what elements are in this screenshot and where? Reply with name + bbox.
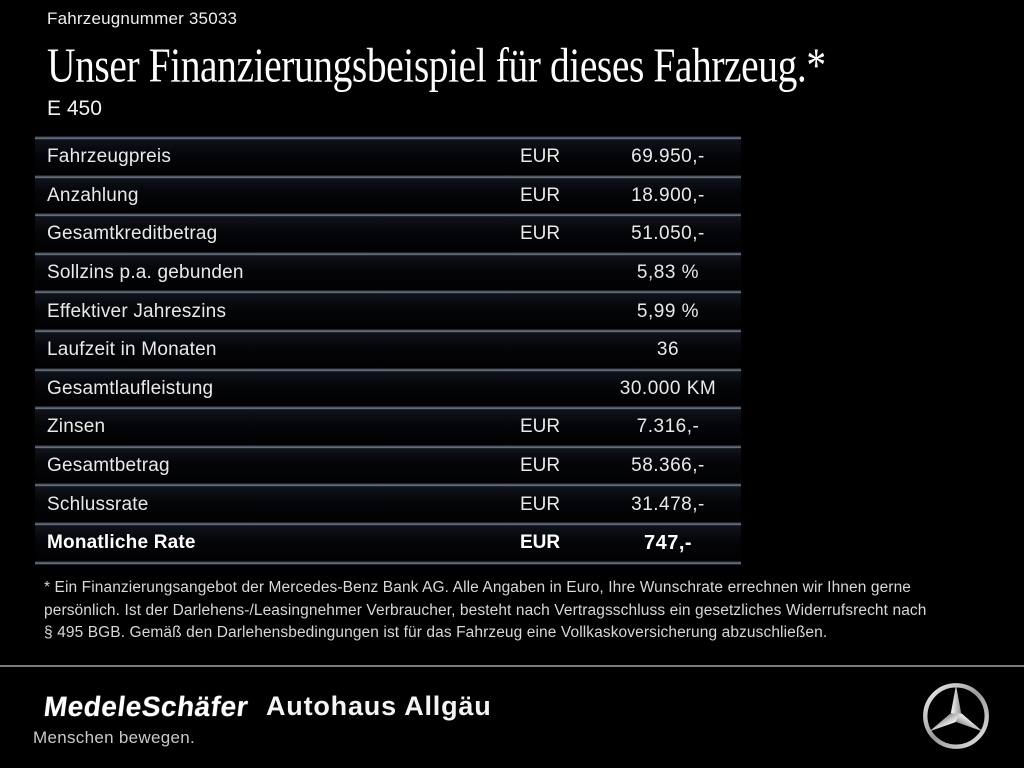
row-separator-line	[35, 444, 741, 449]
row-separator-line	[35, 328, 741, 333]
table-row: Zinsen EUR 7.316,-	[35, 410, 741, 445]
row-separator-line	[35, 251, 741, 256]
row-label: Sollzins p.a. gebunden	[47, 262, 244, 284]
vehicle-number: Fahrzeugnummer 35033	[47, 9, 238, 28]
row-currency: EUR	[520, 184, 561, 206]
row-separator-line	[35, 290, 741, 295]
row-value: 18.900,-	[631, 184, 705, 206]
table-row: Gesamtbetrag EUR 58.366,-	[35, 448, 741, 484]
row-label: Laufzeit in Monaten	[47, 339, 217, 361]
row-value: 51.050,-	[631, 223, 705, 245]
row-label: Schlussrate	[47, 493, 149, 515]
disclaimer-line: persönlich. Ist der Darlehens-/Leasingne…	[44, 601, 927, 619]
row-separator-line	[35, 367, 741, 372]
dealer-logo-medele-schaefer: MedeleSchäfer	[42, 691, 251, 722]
page-title: Unser Finanzierungsbeispiel für dieses F…	[47, 39, 826, 94]
row-value: 69.950,-	[631, 146, 705, 168]
dealer-tagline: Menschen bewegen.	[33, 728, 195, 747]
row-value: 36	[656, 339, 680, 361]
table-row: Gesamtkreditbetrag EUR 51.050,-	[35, 217, 741, 252]
row-value: 7.316,-	[636, 416, 700, 438]
row-label: Fahrzeugpreis	[47, 146, 172, 168]
table-row: Sollzins p.a. gebunden 5,83 %	[35, 255, 741, 291]
row-separator-line	[35, 483, 741, 488]
disclaimer-line: § 495 BGB. Gemäß den Darlehensbedingunge…	[44, 624, 828, 641]
model-name: E 450	[47, 97, 102, 120]
row-value: 58.366,-	[631, 455, 705, 477]
row-separator-line	[35, 174, 741, 179]
row-currency: EUR	[520, 455, 561, 477]
row-separator-line	[35, 136, 741, 140]
row-currency: EUR	[520, 532, 561, 554]
table-row: Gesamtlaufleistung 30.000 KM	[35, 371, 741, 407]
row-value: 747,-	[643, 531, 693, 554]
table-row: Laufzeit in Monaten 36	[35, 332, 741, 368]
row-value: 5,83 %	[636, 262, 700, 284]
mercedes-star-icon	[917, 677, 995, 760]
disclaimer-line: * Ein Finanzierungsangebot der Mercedes-…	[44, 579, 912, 596]
footer-divider	[0, 665, 1024, 667]
table-row: Monatliche Rate EUR 747,-	[35, 525, 741, 561]
row-value: 31.478,-	[631, 493, 705, 515]
row-currency: EUR	[520, 493, 561, 515]
row-separator-line	[35, 213, 741, 218]
row-label: Gesamtbetrag	[47, 455, 170, 477]
row-currency: EUR	[520, 223, 561, 245]
row-label: Anzahlung	[47, 184, 139, 206]
row-separator-line	[35, 521, 741, 526]
financing-table: Fahrzeugpreis EUR 69.950,- Anzahlung EUR 18.9…	[35, 136, 741, 565]
row-value: 5,99 %	[636, 300, 700, 322]
row-currency: EUR	[520, 416, 561, 438]
disclaimer-text: * Ein Finanzierungsangebot der Mercedes-…	[44, 577, 926, 645]
row-separator-line	[35, 560, 741, 565]
row-label: Gesamtlaufleistung	[47, 377, 214, 399]
table-row: Anzahlung EUR 18.900,-	[35, 178, 741, 214]
table-row: Fahrzeugpreis EUR 69.950,-	[35, 140, 741, 175]
table-row: Effektiver Jahreszins 5,99 %	[35, 294, 741, 329]
row-label: Gesamtkreditbetrag	[47, 223, 218, 245]
row-label: Monatliche Rate	[47, 532, 196, 554]
row-separator-line	[35, 406, 741, 411]
footer: MedeleSchäfer Autohaus Allgäu Menschen b…	[0, 667, 1024, 768]
row-value: 30.000 KM	[619, 377, 717, 399]
dealer-logo-autohaus-allgaeu: Autohaus Allgäu	[266, 691, 492, 721]
table-row: Schlussrate EUR 31.478,-	[35, 487, 741, 522]
row-currency: EUR	[520, 146, 561, 168]
row-label: Zinsen	[47, 416, 106, 438]
row-label: Effektiver Jahreszins	[47, 300, 227, 322]
